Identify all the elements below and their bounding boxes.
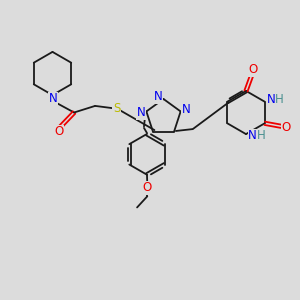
- Text: N: N: [248, 129, 257, 142]
- Text: H: H: [275, 93, 284, 106]
- Text: N: N: [154, 90, 163, 103]
- Text: N: N: [136, 106, 146, 119]
- Text: O: O: [54, 125, 63, 138]
- Text: O: O: [281, 121, 291, 134]
- Text: O: O: [143, 182, 152, 194]
- Text: S: S: [113, 102, 120, 116]
- Text: H: H: [256, 129, 266, 142]
- Text: N: N: [267, 93, 276, 106]
- Text: O: O: [248, 63, 257, 76]
- Text: N: N: [182, 103, 190, 116]
- Text: N: N: [48, 92, 57, 106]
